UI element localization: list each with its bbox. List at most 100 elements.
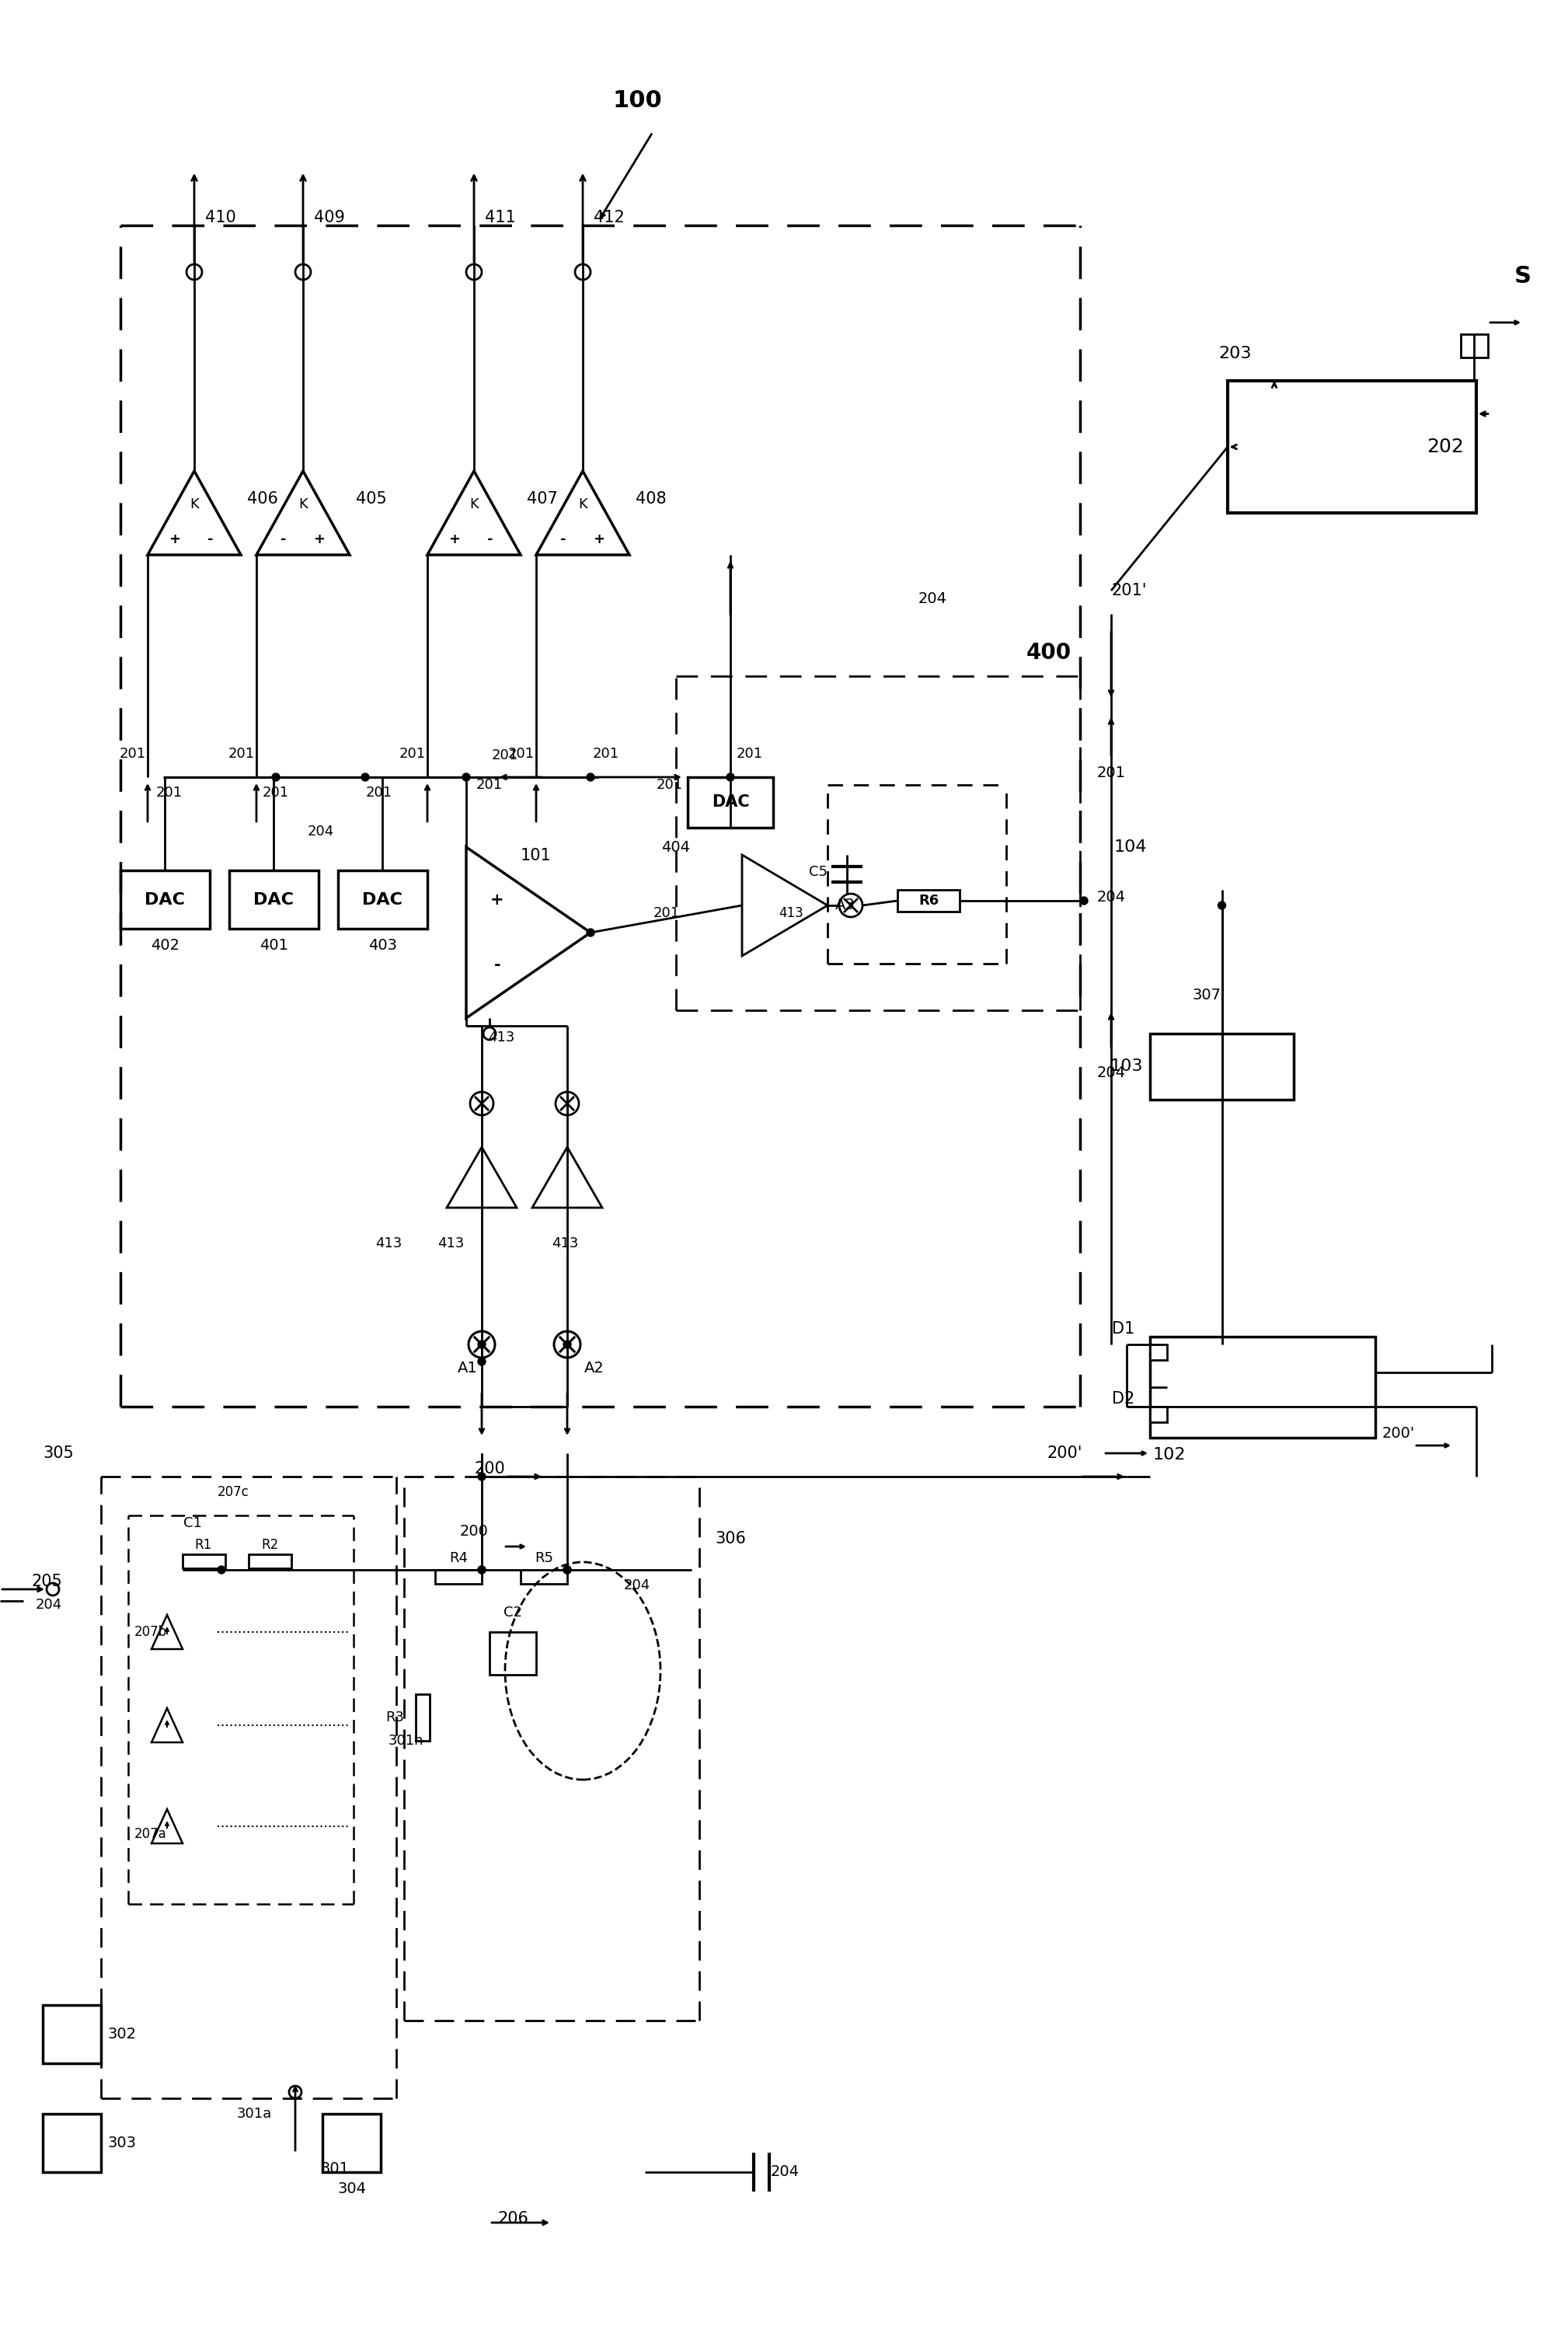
Text: 201: 201	[657, 777, 684, 791]
Bar	[323, 2114, 381, 2172]
Circle shape	[563, 1565, 571, 1575]
Circle shape	[1218, 902, 1226, 909]
Text: 104: 104	[1113, 840, 1148, 856]
Text: 406: 406	[248, 491, 278, 507]
Bar	[1461, 335, 1488, 358]
Text: 409: 409	[314, 209, 345, 226]
Text: 201: 201	[508, 747, 535, 761]
Circle shape	[563, 1340, 571, 1349]
Text: A3: A3	[836, 898, 855, 912]
Text: 413: 413	[375, 1237, 401, 1251]
Text: K: K	[298, 498, 307, 512]
Text: 401: 401	[260, 937, 289, 954]
Text: 402: 402	[151, 937, 179, 954]
Text: 412: 412	[594, 209, 624, 226]
Circle shape	[361, 772, 368, 782]
Text: 204: 204	[624, 1579, 651, 1593]
Circle shape	[478, 1358, 486, 1365]
Text: 100: 100	[613, 91, 662, 112]
Text: 204: 204	[36, 1598, 63, 1612]
Text: R4: R4	[448, 1551, 467, 1565]
Text: +: +	[491, 893, 505, 907]
Text: K: K	[579, 498, 588, 512]
Text: R2: R2	[260, 1537, 278, 1551]
Text: 302: 302	[107, 2026, 136, 2042]
Text: 413: 413	[437, 1237, 464, 1251]
Circle shape	[463, 772, 470, 782]
Text: 204: 204	[917, 591, 947, 605]
Text: R3: R3	[386, 1710, 405, 1724]
Text: DAC: DAC	[254, 891, 295, 907]
Text: 408: 408	[635, 491, 666, 507]
Bar	[1149, 1033, 1294, 1100]
Text: +: +	[169, 533, 180, 547]
Text: +: +	[448, 533, 461, 547]
Text: 202: 202	[1427, 437, 1465, 456]
Text: 207b: 207b	[135, 1626, 168, 1640]
Text: 200: 200	[459, 1524, 488, 1537]
Text: 101: 101	[521, 849, 552, 863]
Text: 201: 201	[119, 747, 146, 761]
Text: 413: 413	[779, 907, 803, 921]
Bar	[339, 870, 428, 928]
Text: 103: 103	[1110, 1058, 1143, 1075]
Bar	[1228, 381, 1477, 514]
Bar	[436, 1570, 481, 1584]
Text: -: -	[488, 533, 494, 547]
Text: DAC: DAC	[144, 891, 185, 907]
Bar	[1149, 1344, 1167, 1361]
Circle shape	[478, 1565, 486, 1575]
Text: 201: 201	[262, 786, 289, 800]
Circle shape	[586, 928, 594, 937]
Text: 201: 201	[365, 786, 392, 800]
Text: C5: C5	[809, 865, 828, 879]
Text: 200: 200	[474, 1461, 505, 1477]
Text: 305: 305	[42, 1444, 74, 1461]
Text: 303: 303	[107, 2135, 136, 2149]
Circle shape	[271, 772, 279, 782]
Text: D2: D2	[1112, 1391, 1134, 1407]
Text: C1: C1	[183, 1517, 202, 1531]
Text: 403: 403	[368, 937, 397, 954]
Bar	[229, 870, 318, 928]
Text: 306: 306	[715, 1531, 746, 1547]
Text: 203: 203	[1218, 347, 1251, 361]
Text: 301a: 301a	[237, 2107, 271, 2121]
Bar	[182, 1554, 226, 1568]
Text: +: +	[314, 533, 325, 547]
Text: 404: 404	[662, 840, 690, 854]
Bar	[1149, 1407, 1167, 1421]
Circle shape	[218, 1565, 226, 1575]
Text: 405: 405	[356, 491, 387, 507]
Text: 200': 200'	[1383, 1426, 1414, 1442]
Bar	[42, 2005, 100, 2063]
Text: 207c: 207c	[218, 1484, 249, 1500]
Text: +: +	[593, 533, 605, 547]
Text: K: K	[469, 498, 478, 512]
Text: 201': 201'	[1112, 584, 1146, 598]
Text: A2: A2	[585, 1361, 604, 1375]
Bar	[688, 777, 773, 828]
Text: 207a: 207a	[135, 1826, 168, 1842]
Text: 411: 411	[485, 209, 516, 226]
Text: 201: 201	[477, 777, 503, 791]
Circle shape	[1080, 898, 1088, 905]
Text: 200': 200'	[1047, 1444, 1082, 1461]
Text: 201: 201	[229, 747, 256, 761]
Circle shape	[726, 772, 734, 782]
Text: 204: 204	[1096, 1065, 1126, 1079]
Text: 102: 102	[1152, 1447, 1185, 1463]
Text: A1: A1	[458, 1361, 478, 1375]
Circle shape	[563, 1565, 571, 1575]
Circle shape	[586, 772, 594, 782]
Text: 201: 201	[400, 747, 426, 761]
Text: 201: 201	[737, 747, 764, 761]
Bar	[249, 1554, 292, 1568]
Bar	[121, 870, 210, 928]
Text: R5: R5	[535, 1551, 554, 1565]
Text: DAC: DAC	[362, 891, 403, 907]
Text: D1: D1	[1112, 1321, 1134, 1337]
Text: 201: 201	[157, 786, 182, 800]
Text: 201: 201	[652, 907, 679, 921]
Bar	[521, 1570, 568, 1584]
